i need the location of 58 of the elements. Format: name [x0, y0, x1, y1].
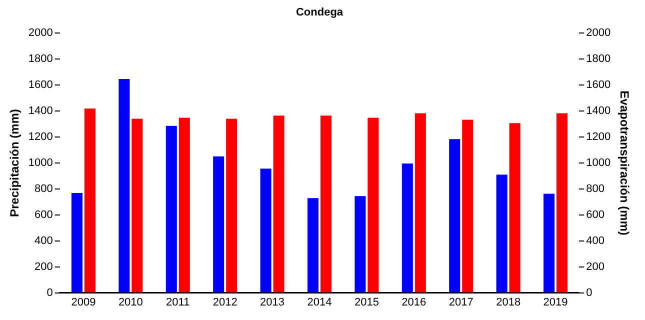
bar	[414, 113, 426, 292]
bar	[166, 126, 177, 292]
y-axis-title: Precipitación (mm)	[8, 108, 22, 218]
bar	[118, 79, 130, 292]
x-tick-label: 2013	[260, 296, 285, 308]
y2-tick-label: 200	[586, 260, 604, 273]
bar	[84, 108, 96, 292]
bar	[178, 118, 190, 292]
x-tick-label: 2012	[212, 296, 238, 308]
y2-tick-label: 1400	[586, 105, 611, 118]
y2-tick-label: 2000	[586, 27, 611, 40]
x-tick-label: 2014	[307, 296, 332, 308]
bar	[71, 192, 82, 292]
bar	[462, 120, 474, 292]
x-tick-label: 2015	[354, 296, 379, 308]
y-tick-label: 2000	[28, 27, 53, 40]
bar	[449, 139, 460, 292]
chart-title: Condega	[296, 6, 344, 19]
x-tick-label: 2009	[71, 296, 96, 308]
bar	[354, 196, 366, 292]
y2-tick-label: 1000	[586, 157, 611, 170]
x-tick-label: 2018	[496, 296, 521, 308]
bar	[260, 168, 272, 292]
bar	[496, 174, 508, 292]
y-tick-label: 600	[34, 208, 53, 221]
y-tick-label: 1400	[28, 105, 53, 118]
y2-tick-label: 0	[586, 286, 592, 299]
y2-tick-label: 1600	[586, 79, 611, 92]
bar	[226, 118, 238, 292]
y2-tick-label: 800	[586, 182, 604, 195]
bar	[368, 118, 379, 292]
y-tick-label: 200	[34, 260, 53, 273]
bar	[132, 118, 143, 292]
y-tick-label: 1800	[28, 53, 53, 66]
bar	[402, 164, 413, 292]
bar	[556, 113, 568, 292]
x-tick-label: 2017	[448, 296, 474, 308]
y2-tick-label: 1800	[586, 53, 611, 66]
x-tick-label: 2019	[543, 296, 568, 308]
bar	[509, 123, 520, 292]
y-tick-label: 1600	[28, 79, 53, 92]
bar	[544, 194, 555, 292]
y-tick-label: 1000	[28, 157, 53, 170]
bar	[307, 198, 319, 292]
y2-tick-label: 600	[586, 208, 604, 221]
x-tick-label: 2016	[402, 296, 426, 308]
x-tick-label: 2011	[166, 296, 190, 308]
y2-axis-title: Evapotranspiración (mm)	[617, 90, 632, 236]
bar	[273, 116, 284, 292]
y-tick-label: 1200	[28, 131, 53, 144]
y-tick-label: 0	[46, 286, 53, 299]
bar	[213, 156, 224, 292]
y2-tick-label: 1200	[586, 131, 611, 144]
y-tick-label: 800	[34, 182, 53, 195]
bar	[320, 116, 332, 292]
x-tick-label: 2010	[118, 296, 143, 308]
y2-tick-label: 400	[586, 234, 604, 247]
y-tick-label: 400	[34, 234, 53, 247]
